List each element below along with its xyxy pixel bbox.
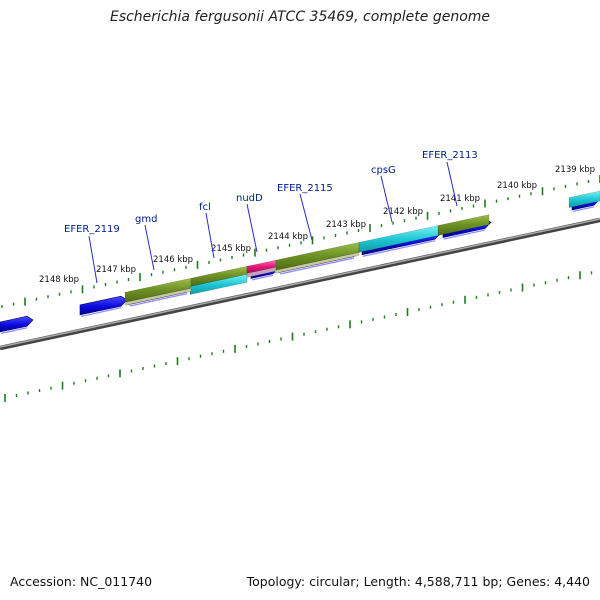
tick-label-2140: 2140 kbp — [497, 181, 537, 191]
cds-arrow-shadow — [443, 229, 486, 240]
gene-label-cpsg[interactable]: cpsG — [371, 165, 396, 176]
cyan-feature — [189, 273, 248, 295]
tick-label-2145: 2145 kbp — [211, 244, 251, 254]
gene-labels: EFER_2119 gmd fcl nudD EFER_2115 cpsG EF… — [64, 150, 478, 235]
gene-leaders — [88, 161, 458, 284]
gene-label-nudd[interactable]: nudD — [236, 193, 263, 204]
map-title: Escherichia fergusonii ATCC 35469, compl… — [109, 9, 491, 25]
feature-track — [124, 190, 600, 306]
tick-label-2143: 2143 kbp — [326, 220, 366, 230]
cds-arrow-shadow — [0, 327, 28, 335]
feature-underside — [124, 287, 192, 306]
cds-arrow-shadow — [80, 307, 122, 318]
genome-summary-text: Topology: circular; Length: 4,588,711 bp… — [246, 574, 590, 589]
cyan-feature — [358, 225, 439, 253]
tick-label-2142: 2142 kbp — [383, 207, 423, 217]
tick-label-2146: 2146 kbp — [153, 255, 193, 265]
leader-efer-2115 — [299, 193, 313, 241]
gene-label-efer-2115[interactable]: EFER_2115 — [277, 183, 333, 194]
cyan-feature — [568, 190, 600, 208]
outer-tick-ruler — [1, 175, 600, 309]
gene-label-gmd[interactable]: gmd — [135, 214, 157, 225]
backbone — [0, 217, 600, 351]
leader-efer-2113 — [446, 161, 458, 207]
cds-arrow-shadow — [279, 257, 355, 275]
cds-arrow — [0, 315, 34, 333]
cds-arrow-shadow — [129, 293, 188, 307]
tick-label-2148: 2148 kbp — [39, 275, 79, 285]
feature-underside — [274, 252, 360, 274]
gene-label-efer-2113[interactable]: EFER_2113 — [422, 150, 478, 161]
gene-label-fcl[interactable]: fcl — [199, 202, 211, 213]
tick-label-2147: 2147 kbp — [96, 265, 136, 275]
leader-cpsg — [380, 175, 393, 223]
cds-arrow-shadow — [572, 206, 595, 213]
tick-label-2144: 2144 kbp — [268, 232, 308, 242]
leader-nudd — [246, 203, 258, 253]
leader-fcl — [205, 212, 215, 259]
accession-text: Accession: NC_011740 — [10, 574, 153, 589]
cds-arrow-shadow — [362, 240, 436, 257]
leader-gmd — [144, 224, 155, 271]
cds-arrow-shadow — [251, 274, 274, 281]
inner-tick-ruler — [4, 271, 593, 402]
tick-labels: 2148 kbp 2147 kbp 2146 kbp 2145 kbp 2144… — [39, 165, 595, 285]
tick-label-2139: 2139 kbp — [555, 165, 595, 175]
gene-label-efer-2119[interactable]: EFER_2119 — [64, 224, 120, 235]
leader-efer-2119 — [88, 235, 98, 284]
cds-arrow — [79, 295, 128, 316]
tick-label-2141: 2141 kbp — [440, 194, 480, 204]
